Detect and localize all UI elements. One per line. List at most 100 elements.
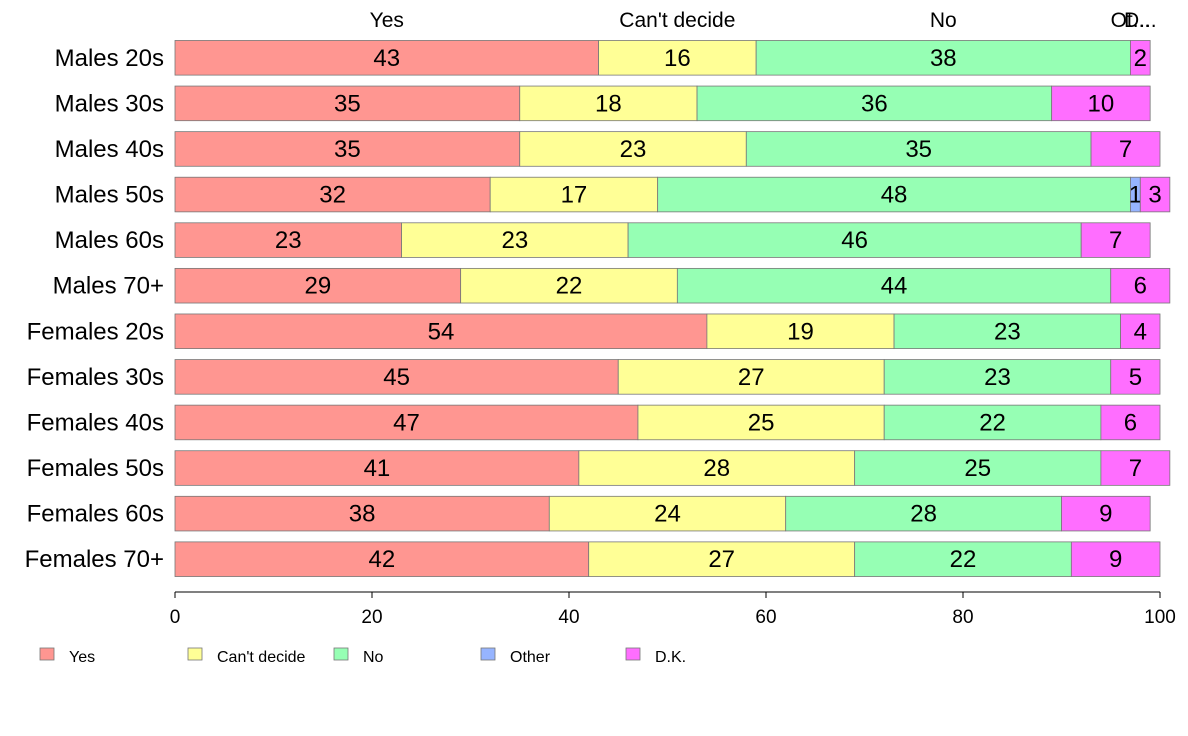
data-label: 2 [1134,45,1147,72]
bar-segment [548,495,787,532]
category-label: Females 50s [27,455,164,482]
bar-row: Males 40s 35 23 35 7 [55,131,1161,167]
legend-swatch [39,647,55,661]
legend-swatch [187,647,203,661]
category-label: Males 50s [55,182,164,209]
legend: Yes Can't decide No Other D.K. [39,647,686,666]
data-label: 10 [1088,90,1115,117]
bar-segment [588,541,856,577]
bar-segment [696,85,1053,122]
data-label: 16 [664,45,691,72]
bar-row: Females 60s 38 24 28 9 [27,495,1151,532]
bar-segment [174,267,462,304]
data-label: 22 [979,409,1006,436]
data-label: 7 [1109,227,1122,254]
x-tick-label: 80 [952,607,973,628]
data-label: 38 [930,45,957,72]
bar-segment [1110,359,1161,395]
category-label: Males 70+ [53,273,164,300]
data-label: 23 [275,227,302,254]
bar-row: Females 20s 54 19 23 4 [27,313,1161,350]
data-label: 24 [654,501,681,528]
bar-segment [854,541,1072,577]
bar-segment [1061,495,1151,532]
data-label: 27 [738,364,765,391]
data-label: 7 [1129,455,1142,482]
data-label: 9 [1099,501,1112,528]
bar-segment [745,131,1092,167]
bar-row: Females 70+ 42 27 22 9 [25,541,1161,577]
data-label: 47 [393,409,420,436]
data-label: 46 [841,227,868,254]
data-label: 3 [1148,182,1161,209]
data-label: 17 [561,182,588,209]
data-label: 38 [349,501,376,528]
bar-segment [401,222,629,258]
data-label: 6 [1134,273,1147,300]
data-label: 42 [368,546,395,573]
bar-segment [174,131,521,167]
x-axis: 0 20 40 60 80 100 [170,591,1176,628]
bar-segment [174,541,590,577]
data-label: 22 [950,546,977,573]
legend-swatch [333,647,349,661]
bar-segment [706,313,895,350]
legend-swatch [625,647,641,661]
bar-segment [637,404,885,441]
top-label-4: D... [1124,9,1157,32]
bar-segment [1120,313,1161,350]
data-label: 6 [1124,409,1137,436]
data-label: 23 [620,136,647,163]
top-label-0: Yes [370,9,404,32]
data-label: 23 [501,227,528,254]
data-label: 35 [905,136,932,163]
bar-segment [627,222,1082,258]
bar-segment [1051,85,1151,122]
bar-segment [883,359,1112,395]
bar-segment [1070,541,1161,577]
top-series-labels: Yes Can't decide No Ot...D... [370,9,1157,32]
data-label: 27 [708,546,735,573]
legend-label: Yes [69,649,95,666]
bar-segment [519,85,698,122]
data-label: 36 [861,90,888,117]
bar-segment [617,359,885,395]
top-label-1: Can't decide [619,9,735,32]
data-label: 19 [787,318,814,345]
bar-row: Males 50s 32 17 48 1 3 [55,176,1171,213]
bar-segment [598,40,757,76]
category-label: Males 30s [55,90,164,117]
bar-segment [1100,404,1161,441]
bar-segment [174,85,521,122]
top-label-3: Ot... [1111,9,1151,32]
data-label: 44 [881,273,908,300]
bar-segment [174,404,639,441]
bar-segment [1130,40,1151,76]
bar-segment [174,176,491,213]
bar-segment [676,267,1112,304]
bar-row: Females 30s 45 27 23 5 [27,359,1161,395]
bar-row: Females 50s 41 28 25 7 [27,450,1171,486]
data-label: 32 [319,182,346,209]
data-label: 25 [964,455,991,482]
category-label: Females 70+ [25,546,164,573]
bar-segment [174,222,402,258]
data-label: 18 [595,90,622,117]
data-label: 22 [556,273,583,300]
data-label: 25 [748,409,775,436]
x-tick-label: 100 [1144,607,1176,628]
bar-row: Males 30s 35 18 36 10 [55,85,1151,122]
data-label: 54 [428,318,455,345]
bar-segment [785,495,1062,532]
data-label: 41 [364,455,391,482]
bar-row: Males 70+ 29 22 44 6 [53,267,1171,304]
data-label: 9 [1109,546,1122,573]
data-label: 28 [910,501,937,528]
bar-segment [1139,176,1171,213]
data-label: 48 [881,182,908,209]
bar-segment [1100,450,1171,486]
bar-segment [883,404,1102,441]
bar-row: Females 40s 47 25 22 6 [27,404,1161,441]
